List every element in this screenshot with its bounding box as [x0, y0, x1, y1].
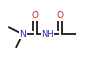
- Text: O: O: [32, 11, 39, 20]
- Text: O: O: [57, 11, 64, 20]
- Text: N: N: [19, 30, 26, 39]
- Text: NH: NH: [41, 30, 54, 39]
